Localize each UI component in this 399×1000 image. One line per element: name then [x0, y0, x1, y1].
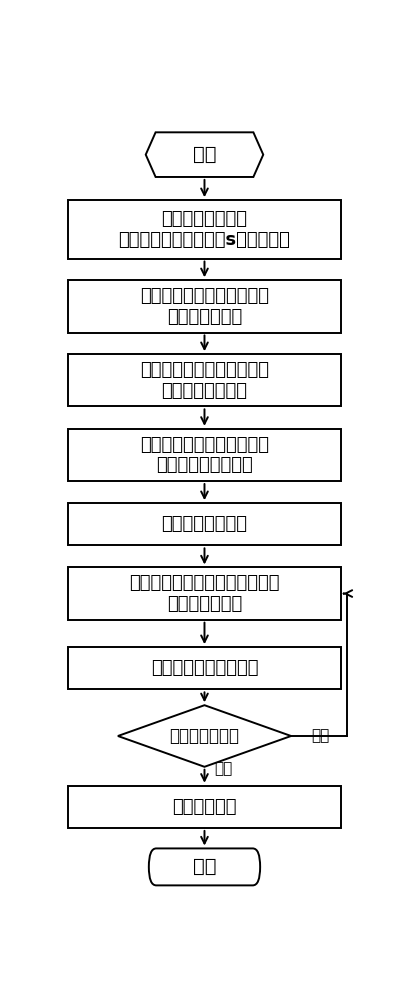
- Bar: [69, 786, 340, 828]
- Text: 系统元件模型等值
电压电流特性方程变成s域频域方程: 系统元件模型等值 电压电流特性方程变成s域频域方程: [119, 210, 290, 249]
- Text: 求解扩展节点电压方程: 求解扩展节点电压方程: [151, 659, 258, 677]
- Text: 结束: 结束: [193, 857, 216, 876]
- Text: 发电机电流阈值: 发电机电流阈值: [170, 727, 239, 745]
- Bar: [69, 280, 340, 333]
- Text: 下一步长求解: 下一步长求解: [172, 798, 237, 816]
- Polygon shape: [146, 132, 263, 177]
- Text: 小于: 小于: [214, 761, 232, 776]
- Bar: [69, 503, 340, 545]
- Text: 开始: 开始: [193, 145, 216, 164]
- FancyBboxPatch shape: [149, 848, 260, 885]
- Bar: [69, 429, 340, 481]
- Bar: [69, 200, 340, 259]
- Text: 根据零极点对应得到支路离
散域下传递函数: 根据零极点对应得到支路离 散域下传递函数: [140, 287, 269, 326]
- Text: 将电力系统的同步电机模型等并
入节点电压方程: 将电力系统的同步电机模型等并 入节点电压方程: [129, 574, 280, 613]
- Bar: [69, 567, 340, 620]
- Text: 大于: 大于: [311, 728, 330, 744]
- Text: 差分方程改写成并联运算电
导和历史电流项形式: 差分方程改写成并联运算电 导和历史电流项形式: [140, 436, 269, 474]
- Text: 电力电子模块处理: 电力电子模块处理: [162, 515, 247, 533]
- Text: 离散域下的传递函数转化为
时域下的差分方程: 离散域下的传递函数转化为 时域下的差分方程: [140, 361, 269, 400]
- Bar: [69, 354, 340, 406]
- Polygon shape: [118, 705, 291, 767]
- Bar: [69, 647, 340, 689]
